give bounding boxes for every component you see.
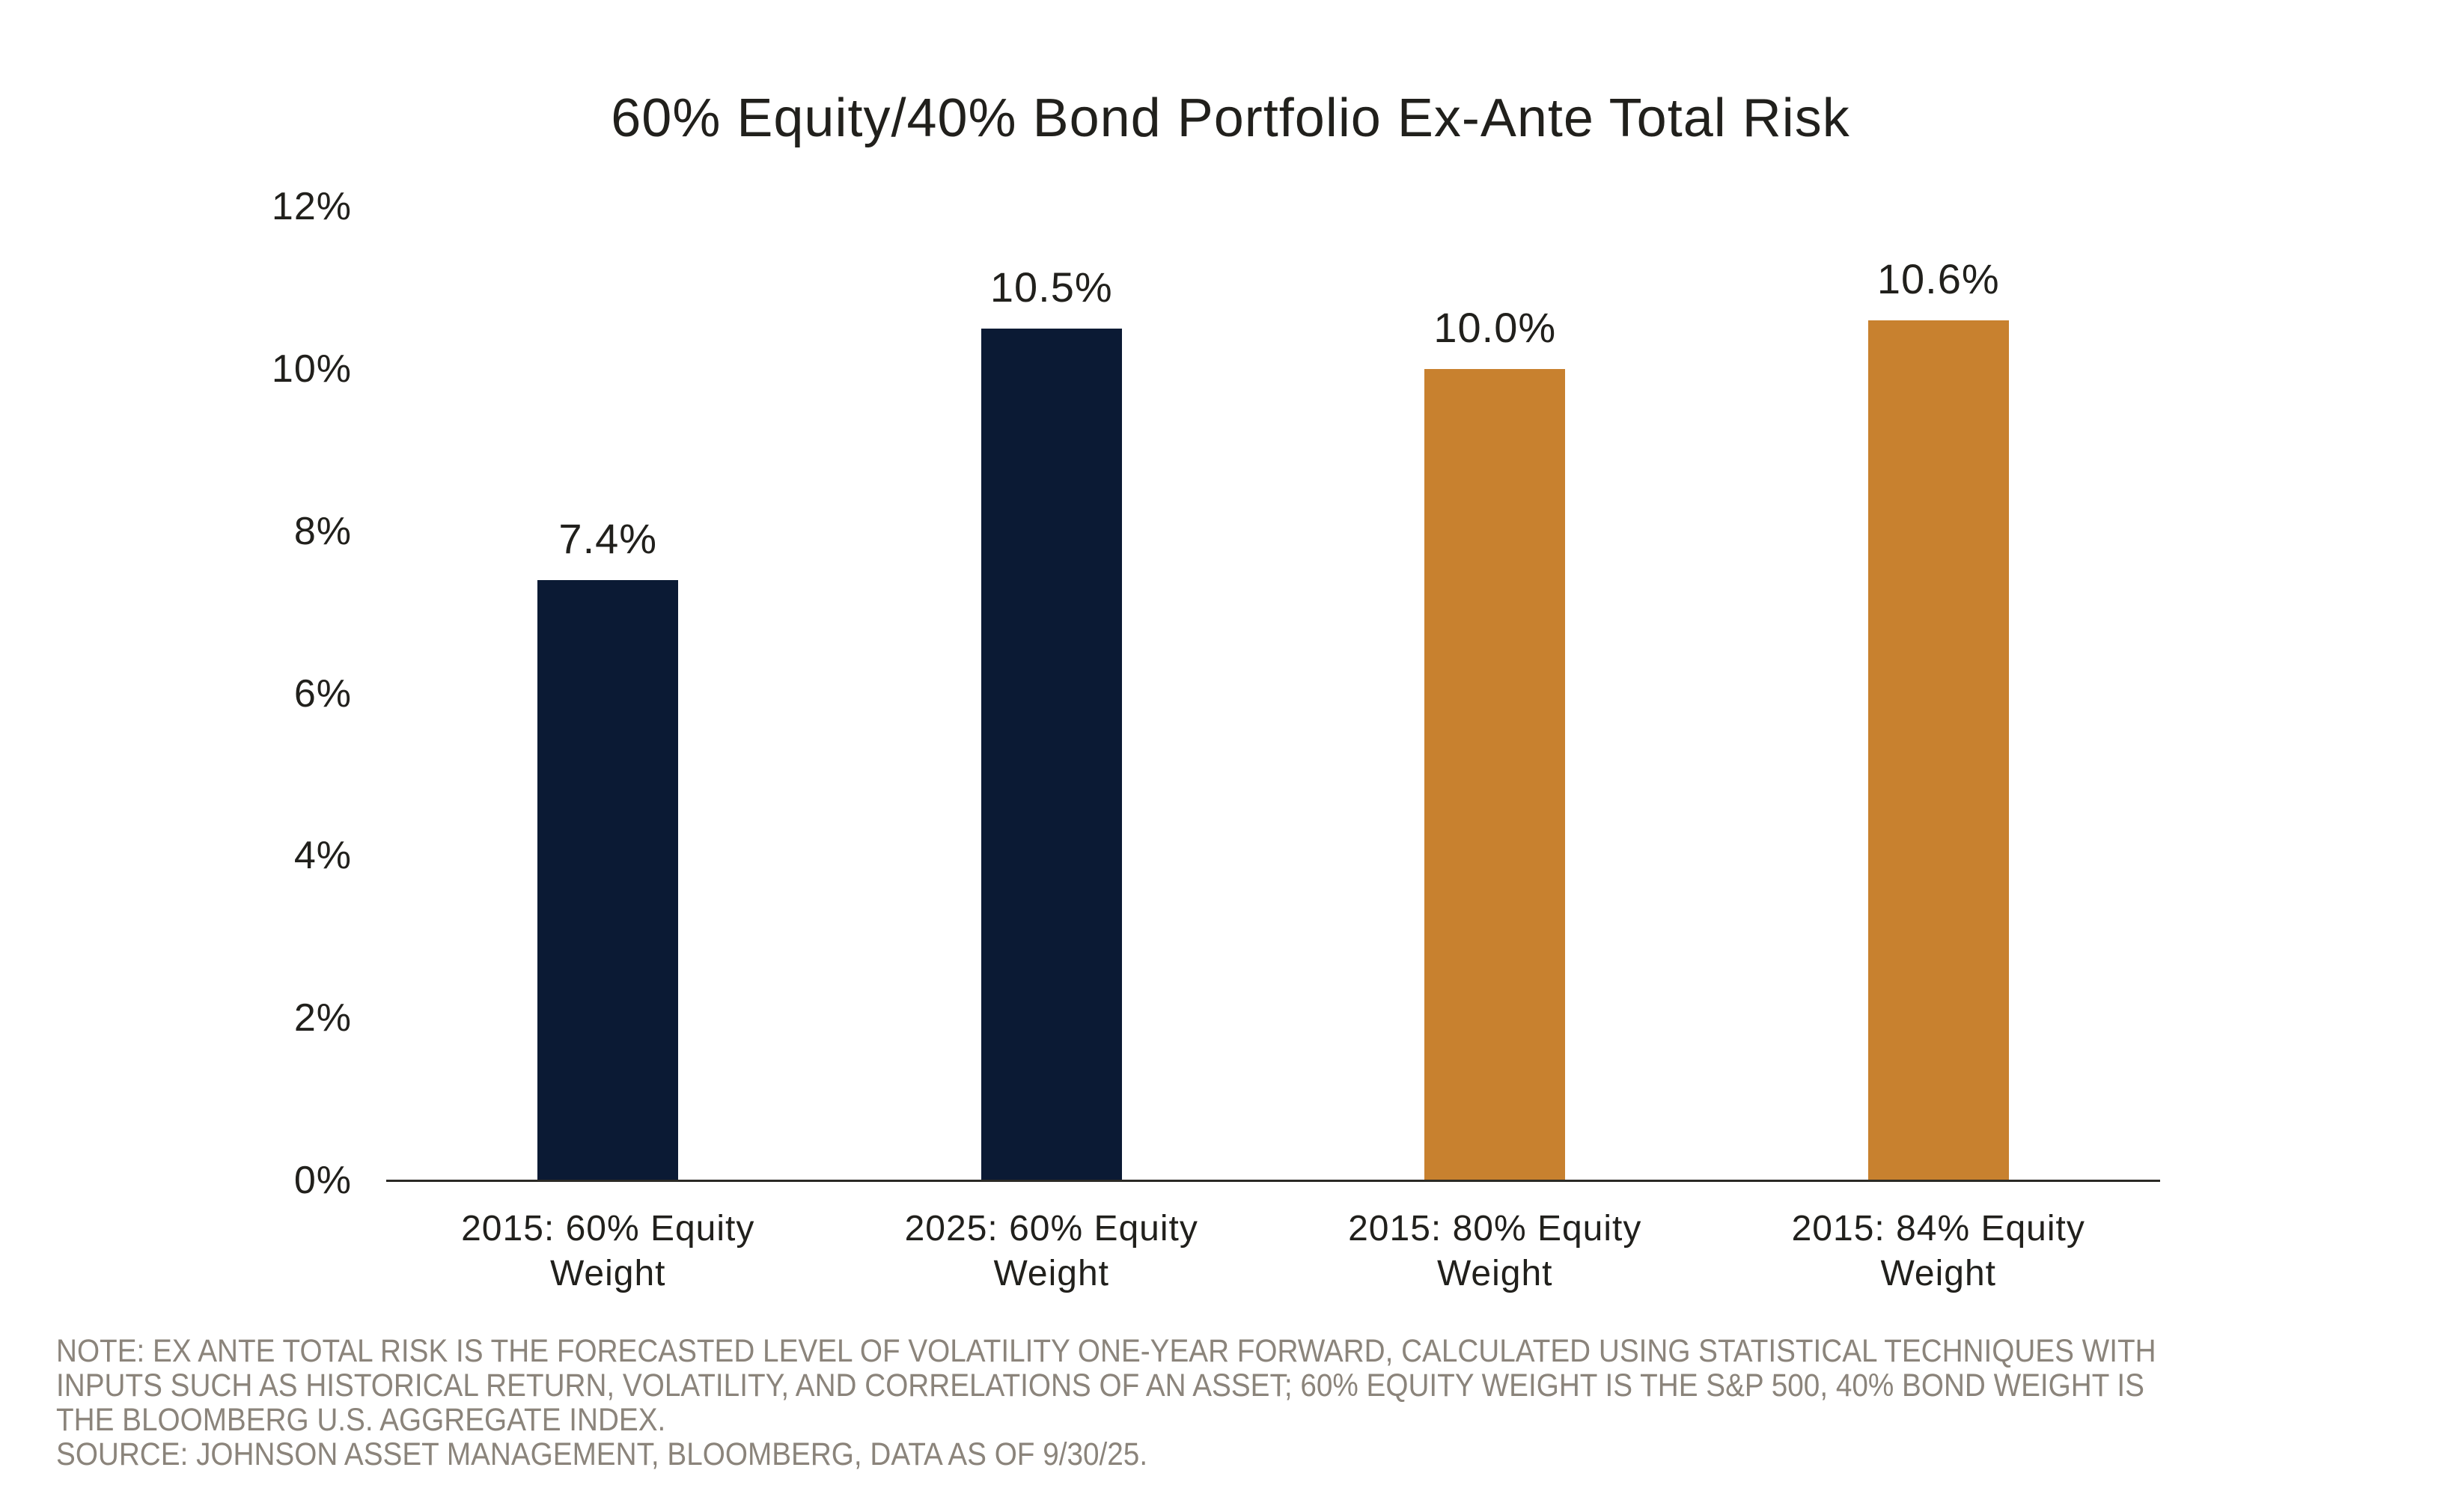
bar <box>981 328 1122 1180</box>
bar-slot: 10.5% <box>830 207 1274 1180</box>
y-tick-label: 4% <box>293 834 352 878</box>
bar-value-label: 10.5% <box>989 263 1113 311</box>
bar-slot: 10.6% <box>1717 207 2161 1180</box>
bar <box>537 579 679 1180</box>
y-tick-label: 6% <box>293 671 352 716</box>
y-tick-label: 0% <box>293 1159 352 1202</box>
bar-slot: 10.0% <box>1273 207 1717 1180</box>
x-axis-labels: 2015: 60% Equity Weight 2025: 60% Equity … <box>386 1207 2160 1296</box>
y-tick-label: 12% <box>271 185 352 228</box>
y-tick-label: 10% <box>271 347 352 391</box>
bar <box>1424 368 1566 1180</box>
y-tick-label: 2% <box>293 996 352 1040</box>
x-category-label: 2015: 60% Equity Weight <box>461 1209 755 1293</box>
source-line: SOURCE: JOHNSON ASSET MANAGEMENT, BLOOMB… <box>56 1436 1148 1472</box>
y-tick-label: 8% <box>293 509 352 553</box>
footnote-line: INPUTS SUCH AS HISTORICAL RETURN, VOLATI… <box>56 1368 2144 1403</box>
x-category-label: 2015: 84% Equity Weight <box>1791 1209 2085 1293</box>
footnote-block: NOTE: EX ANTE TOTAL RISK IS THE FORECAST… <box>56 1334 2156 1472</box>
chart-title: 60% Equity/40% Bond Portfolio Ex-Ante To… <box>611 88 1850 148</box>
y-axis: 0% 2% 4% 6% 8% 10% 12% <box>0 187 352 1200</box>
footnote-line: THE BLOOMBERG U.S. AGGREGATE INDEX. <box>56 1402 666 1438</box>
footnote-line: NOTE: EX ANTE TOTAL RISK IS THE FORECAST… <box>56 1333 2156 1369</box>
bar-slot: 7.4% <box>386 207 830 1180</box>
bar <box>1867 320 2009 1180</box>
x-axis-line <box>386 1180 2160 1182</box>
x-category-label: 2025: 60% Equity Weight <box>904 1209 1198 1293</box>
bar-value-label: 10.0% <box>1433 303 1557 351</box>
plot-area: 7.4% 10.5% 10.0% 10.6% <box>386 207 2160 1180</box>
bar-value-label: 7.4% <box>558 514 658 562</box>
bar-value-label: 10.6% <box>1876 254 2000 302</box>
x-category-label: 2015: 80% Equity Weight <box>1348 1209 1642 1293</box>
